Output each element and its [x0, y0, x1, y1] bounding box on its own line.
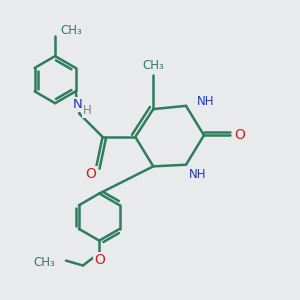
Text: CH₃: CH₃ — [142, 59, 164, 72]
Text: NH: NH — [196, 95, 214, 108]
Text: O: O — [86, 167, 97, 181]
Text: H: H — [82, 103, 91, 117]
Text: CH₃: CH₃ — [60, 24, 82, 37]
Text: CH₃: CH₃ — [34, 256, 56, 269]
Text: NH: NH — [189, 168, 207, 181]
Text: N: N — [73, 98, 83, 111]
Text: O: O — [234, 128, 245, 142]
Text: O: O — [94, 253, 105, 267]
